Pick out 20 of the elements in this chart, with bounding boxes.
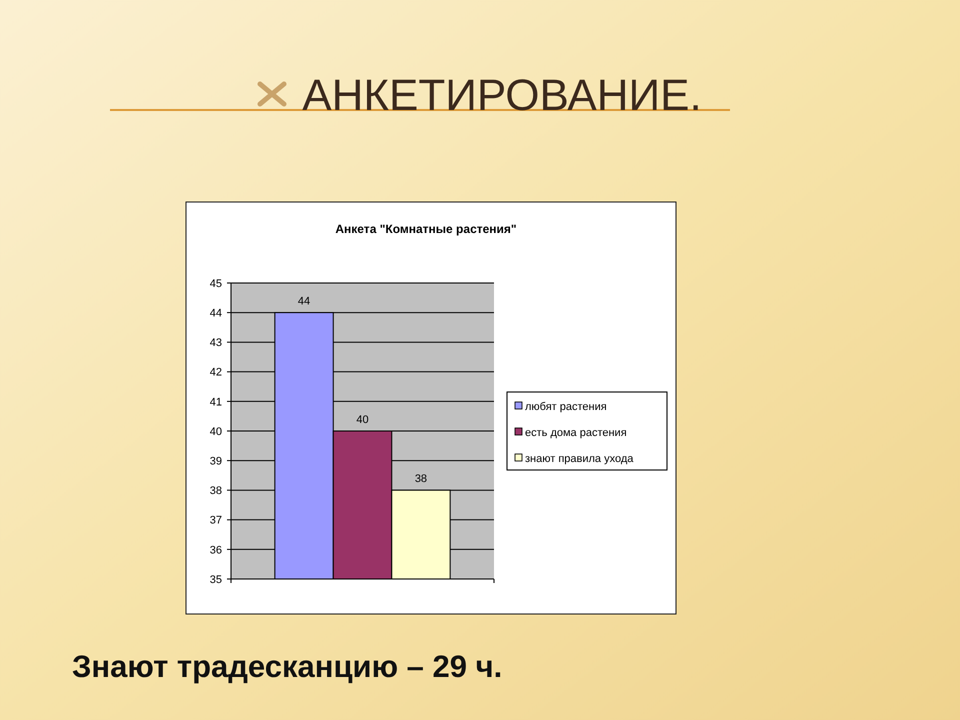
text: Знают традесканцию – 29 ч.	[72, 649, 502, 684]
y-tick-label: 42	[210, 366, 222, 379]
legend-label: любят растения	[525, 401, 607, 413]
chart-subtitle: Анкета "Комнатные растения"	[335, 222, 517, 236]
y-tick-label: 45	[210, 278, 222, 290]
y-tick-label: 39	[210, 455, 222, 468]
legend-label: есть дома растения	[525, 427, 627, 439]
data-label: 44	[298, 296, 310, 308]
legend-label: знают правила ухода	[525, 453, 634, 465]
y-tick-label: 38	[210, 485, 222, 498]
chart-title: АНКЕТИРОВАНИЕ.	[302, 71, 702, 120]
data-label: 40	[356, 414, 369, 426]
y-tick-label: 35	[210, 574, 222, 586]
y-tick-label: 40	[210, 426, 222, 438]
y-tick-label: 37	[210, 514, 222, 527]
data-label: 38	[414, 473, 428, 486]
y-tick-label: 41	[210, 396, 222, 408]
y-tick-label: 36	[210, 544, 222, 556]
y-tick-label: 44	[210, 307, 222, 320]
y-tick-label: 43	[210, 337, 222, 350]
